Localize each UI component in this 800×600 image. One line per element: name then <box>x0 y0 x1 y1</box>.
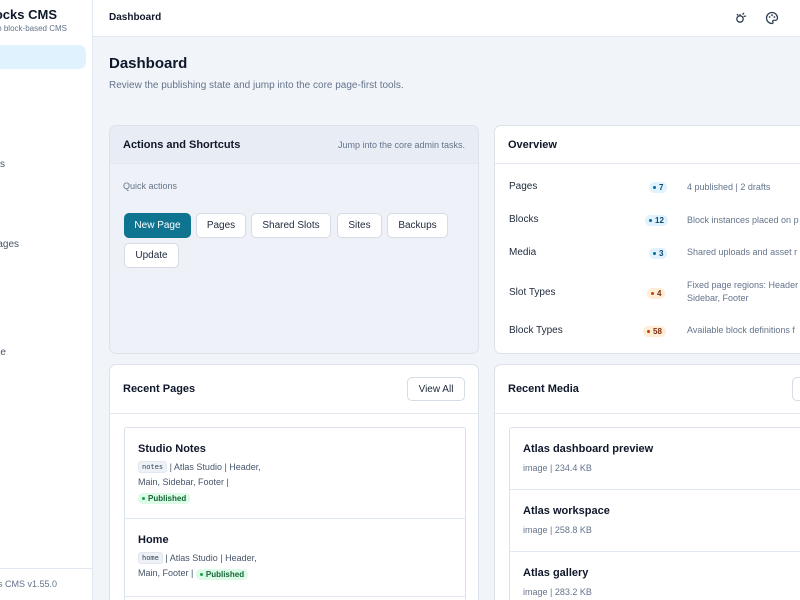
media-meta: image | 283.2 KB <box>523 587 592 597</box>
overview-label: Media <box>509 247 537 258</box>
quick-actions-label: Quick actions <box>123 181 178 191</box>
overview-label: Block Types <box>509 325 563 336</box>
shared-slots-button[interactable]: Shared Slots <box>251 213 331 238</box>
list-item[interactable]: Atlas gallery image | 283.2 KB <box>510 552 800 600</box>
count-badge: 3 <box>649 248 668 259</box>
backups-button[interactable]: Backups <box>387 213 448 238</box>
card-header: Overview <box>495 126 800 164</box>
page-meta: notes | Atlas Studio | Header, Main, Sid… <box>138 461 261 504</box>
page-subtitle: Review the publishing state and jump int… <box>109 80 404 91</box>
count-badge: 4 <box>647 288 666 299</box>
sidebar-item-content[interactable]: ent <box>0 259 86 283</box>
overview-label: Pages <box>509 181 538 192</box>
card-title: Recent Pages <box>123 383 196 395</box>
overview-row-block-types[interactable]: Block Types 58 Available block definitio… <box>495 320 800 350</box>
recent-media-list: Atlas dashboard preview image | 234.4 KB… <box>509 427 800 600</box>
sites-button[interactable]: Sites <box>337 213 382 238</box>
status-badge: Published <box>195 569 249 580</box>
list-item[interactable]: Atlas workspace image | 258.8 KB <box>510 490 800 552</box>
card-header: Recent Pages View All <box>110 365 478 414</box>
brand-title: locks CMS <box>0 7 57 22</box>
media-meta: image | 258.8 KB <box>523 525 592 535</box>
card-header: Actions and Shortcuts Jump into the core… <box>110 126 478 164</box>
list-item[interactable]: Home home | Atlas Studio | Header, Main,… <box>125 519 465 597</box>
slug-badge: home <box>138 552 163 564</box>
page-title-link[interactable]: Studio Notes <box>138 443 206 455</box>
page-title: Dashboard <box>109 55 188 72</box>
sidebar-group-appearance[interactable]: nce <box>0 340 86 364</box>
recent-pages-card: Recent Pages View All Studio Notes notes… <box>109 364 479 600</box>
overview-label: Blocks <box>509 214 539 225</box>
card-header: Recent Media <box>495 365 800 414</box>
count-badge: 12 <box>645 215 668 226</box>
sidebar-item-slots[interactable]: ots <box>0 152 86 176</box>
overview-desc: Shared uploads and asset r <box>687 247 798 257</box>
new-page-button[interactable]: New Page <box>124 213 191 238</box>
brand[interactable]: locks CMS n block-based CMS <box>0 4 92 38</box>
sidebar-item-label: ots <box>0 158 5 170</box>
overview-desc: Block instances placed on p <box>687 215 799 225</box>
recent-media-card: Recent Media Atlas dashboard preview ima… <box>494 364 800 600</box>
overview-row-slot-types[interactable]: Slot Types 4 Fixed page regions: Header … <box>495 276 800 310</box>
view-all-media-button[interactable] <box>792 377 800 401</box>
recent-pages-list: Studio Notes notes | Atlas Studio | Head… <box>124 427 466 600</box>
overview-row-pages[interactable]: Pages 7 4 published | 2 drafts <box>495 176 800 206</box>
sidebar: locks CMS n block-based CMS d ots n less… <box>0 0 93 600</box>
version-label: s CMS v1.55.0 <box>0 579 57 589</box>
card-hint: Jump into the core admin tasks. <box>337 140 465 150</box>
overview-row-media[interactable]: Media 3 Shared uploads and asset r <box>495 242 800 272</box>
topbar: Dashboard <box>93 0 800 37</box>
media-title-link[interactable]: Atlas dashboard preview <box>523 443 654 455</box>
card-title: Overview <box>508 139 557 151</box>
status-badge: Published <box>138 493 191 504</box>
card-title: Recent Media <box>508 383 579 395</box>
overview-desc: 4 published | 2 drafts <box>687 182 771 192</box>
media-meta: image | 234.4 KB <box>523 463 592 473</box>
overview-desc: Available block definitions f <box>687 325 795 335</box>
overview-desc: Fixed page regions: Header <box>687 280 799 290</box>
update-button[interactable]: Update <box>124 243 179 268</box>
sidebar-item-n[interactable]: n <box>0 179 86 203</box>
sidebar-item-dashboard[interactable]: d <box>0 45 86 69</box>
bug-icon[interactable] <box>734 11 748 25</box>
topbar-title: Dashboard <box>109 12 162 23</box>
sidebar-item-label: lessages <box>0 238 19 250</box>
actions-card: Actions and Shortcuts Jump into the core… <box>109 125 479 354</box>
sidebar-item-messages[interactable]: lessages <box>0 232 86 256</box>
count-badge: 58 <box>643 326 666 337</box>
sidebar-group-1[interactable] <box>0 311 86 335</box>
list-item[interactable]: Studio Notes notes | Atlas Studio | Head… <box>125 428 465 519</box>
slug-badge: notes <box>138 461 168 473</box>
sidebar-footer: s CMS v1.55.0 <box>0 568 92 600</box>
brand-subtitle: n block-based CMS <box>0 24 67 33</box>
card-title: Actions and Shortcuts <box>123 139 241 151</box>
list-item[interactable]: Atlas dashboard preview image | 234.4 KB <box>510 428 800 490</box>
media-title-link[interactable]: Atlas workspace <box>523 505 610 517</box>
overview-row-blocks[interactable]: Blocks 12 Block instances placed on p <box>495 209 800 239</box>
palette-icon[interactable] <box>765 11 779 25</box>
overview-card: Overview Pages 7 4 published | 2 drafts … <box>494 125 800 354</box>
sidebar-item-label: nce <box>0 346 6 358</box>
view-all-button[interactable]: View All <box>407 377 465 401</box>
pages-button[interactable]: Pages <box>196 213 246 238</box>
overview-label: Slot Types <box>509 287 556 298</box>
page-title-link[interactable]: Home <box>138 534 169 546</box>
count-badge: 7 <box>649 182 668 193</box>
page-meta: home | Atlas Studio | Header, Main, Foot… <box>138 552 257 580</box>
media-title-link[interactable]: Atlas gallery <box>523 567 589 579</box>
overview-desc-line2: Sidebar, Footer <box>687 293 749 303</box>
